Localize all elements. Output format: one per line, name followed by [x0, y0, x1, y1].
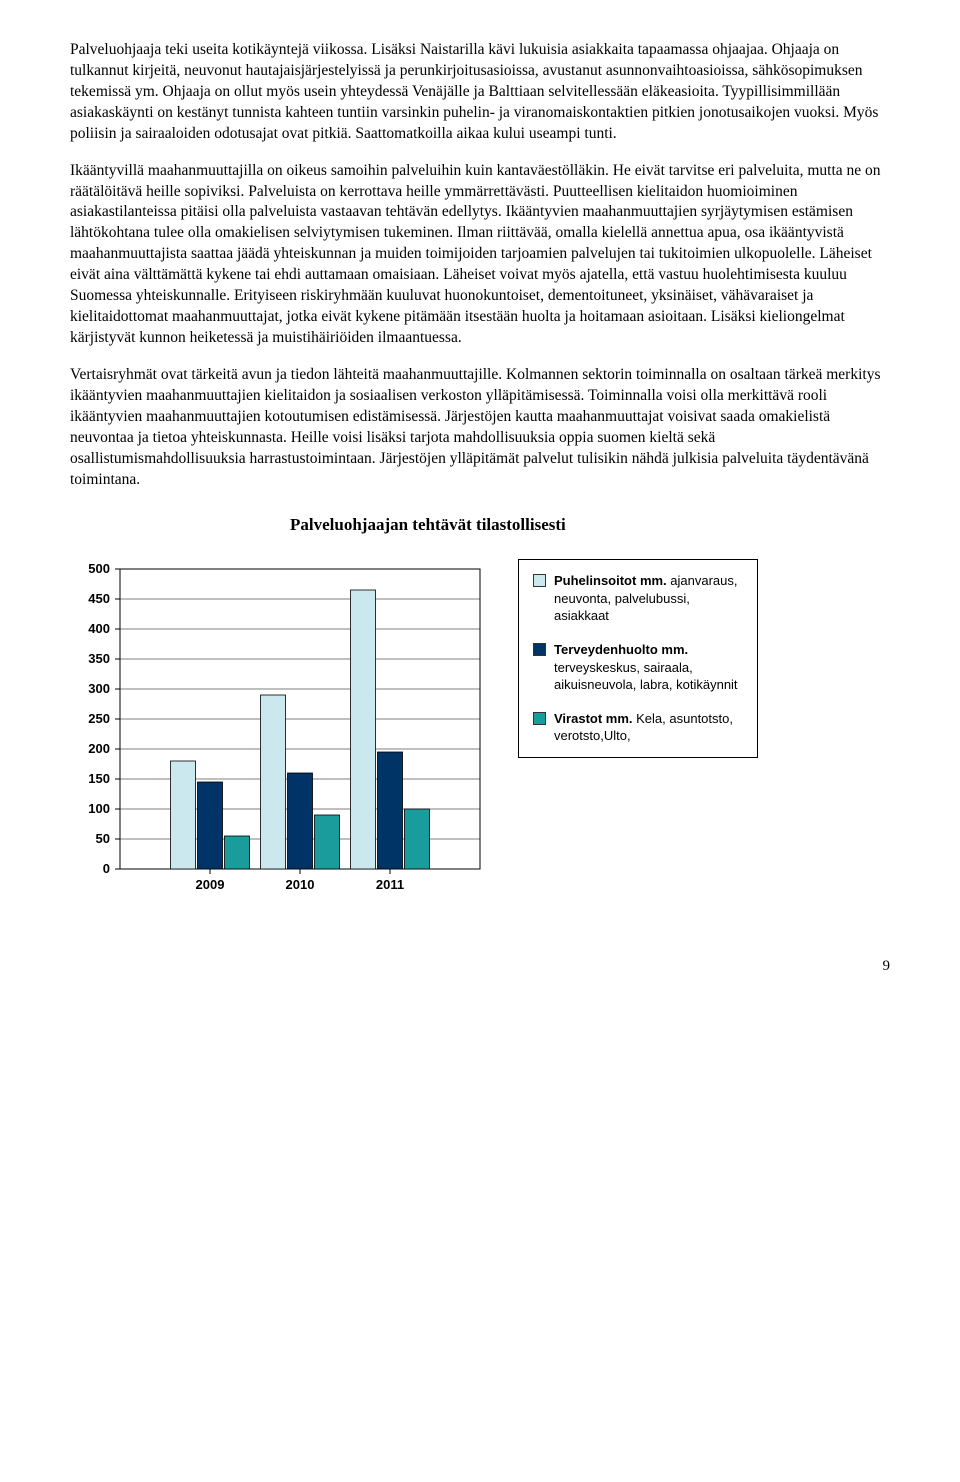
paragraph-3: Vertaisryhmät ovat tärkeitä avun ja tied… — [70, 365, 890, 491]
svg-text:400: 400 — [88, 621, 110, 636]
svg-text:2011: 2011 — [376, 877, 404, 892]
legend-item: Puhelinsoitot mm. ajanvaraus, neuvonta, … — [533, 572, 743, 625]
chart-area: 0 50 100 150 200 250 300 350 400 450 500 2009 2010 20… — [70, 559, 890, 906]
svg-text:250: 250 — [88, 711, 110, 726]
chart-legend: Puhelinsoitot mm. ajanvaraus, neuvonta, … — [518, 559, 758, 757]
svg-text:500: 500 — [88, 561, 110, 576]
svg-text:300: 300 — [88, 681, 110, 696]
svg-text:50: 50 — [96, 831, 110, 846]
legend-swatch — [533, 712, 546, 725]
legend-swatch — [533, 643, 546, 656]
bar-chart: 0 50 100 150 200 250 300 350 400 450 500 2009 2010 20… — [70, 559, 490, 906]
svg-text:2009: 2009 — [196, 877, 225, 892]
svg-text:450: 450 — [88, 591, 110, 606]
svg-text:150: 150 — [88, 771, 110, 786]
legend-text: Virastot mm. Kela, asuntotsto, verotsto,… — [554, 710, 743, 745]
paragraph-1: Palveluohjaaja teki useita kotikäyntejä … — [70, 40, 890, 145]
svg-text:200: 200 — [88, 741, 110, 756]
legend-item: Virastot mm. Kela, asuntotsto, verotsto,… — [533, 710, 743, 745]
svg-text:0: 0 — [103, 861, 110, 876]
legend-text: Puhelinsoitot mm. ajanvaraus, neuvonta, … — [554, 572, 743, 625]
legend-swatch — [533, 574, 546, 587]
svg-text:100: 100 — [88, 801, 110, 816]
svg-text:2010: 2010 — [286, 877, 315, 892]
svg-text:350: 350 — [88, 651, 110, 666]
chart-title: Palveluohjaajan tehtävät tilastollisesti — [290, 514, 890, 537]
paragraph-2: Ikääntyvillä maahanmuuttajilla on oikeus… — [70, 161, 890, 349]
legend-text: Terveydenhuolto mm. terveyskeskus, saira… — [554, 641, 743, 694]
page-number: 9 — [70, 956, 890, 976]
legend-item: Terveydenhuolto mm. terveyskeskus, saira… — [533, 641, 743, 694]
